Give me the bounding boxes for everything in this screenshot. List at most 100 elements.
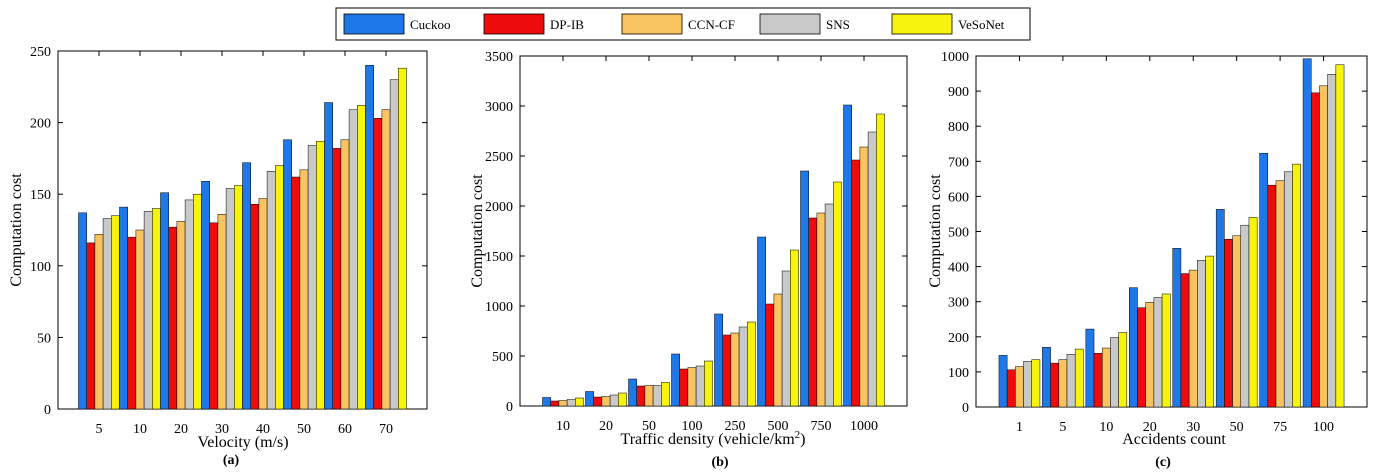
bar-cuckoo-40	[242, 162, 251, 410]
bar-cuckoo-750	[800, 170, 809, 407]
bar-dp-ib-20	[593, 396, 603, 407]
bar-sns-750	[824, 203, 834, 407]
x-tick-label: 250	[725, 419, 746, 434]
bar-sns-100	[1327, 74, 1337, 408]
y-tick-label: 0	[506, 400, 513, 415]
bar-vesonet-5	[1074, 348, 1084, 408]
bar-ccn-cf-75	[1275, 180, 1285, 408]
bar-cuckoo-10	[119, 206, 128, 410]
bar-ccn-cf-30	[1188, 269, 1198, 408]
bar-sns-50	[1240, 224, 1250, 408]
bar-vesonet-5	[111, 215, 120, 410]
bar-vesonet-1000	[876, 113, 885, 407]
bar-ccn-cf-20	[1145, 302, 1155, 408]
bar-ccn-cf-10	[558, 400, 568, 407]
bar-dp-ib-50	[1224, 238, 1233, 408]
y-tick-label: 700	[948, 155, 969, 170]
bar-ccn-cf-500	[773, 293, 783, 407]
x-tick-label: 100	[682, 419, 703, 434]
bar-ccn-cf-100	[1319, 85, 1328, 408]
panel-c: 0 100 200 300 400 500 600 700 800 900 1000 1 5 10 20 30…	[927, 50, 1368, 470]
panel-a: 0 50 100 150 200 250 5 10 20 30 40 50 60 70 Computatio…	[8, 45, 428, 468]
bar-sns-50	[652, 385, 662, 407]
x-tick-label: 50	[1230, 420, 1244, 435]
bar-dp-ib-10	[1093, 353, 1103, 408]
bar-sns-1	[1023, 361, 1032, 408]
y-tick-label: 1000	[485, 300, 513, 315]
bar-sns-50	[307, 145, 317, 410]
legend-swatch-vesonet	[891, 13, 953, 35]
legend-items: Cuckoo DP-IB CCN-CF SNS VeSoNet	[343, 13, 1005, 35]
x-axis-label-text: Accidents count	[1122, 431, 1226, 448]
bar-vesonet-100	[1335, 64, 1345, 408]
bar-sns-500	[781, 270, 791, 407]
bar-vesonet-30	[234, 185, 243, 410]
bar-cuckoo-10	[542, 397, 551, 407]
panel-label: (c)	[1155, 455, 1171, 470]
bar-dp-ib-5	[1050, 362, 1060, 408]
bar-cuckoo-50	[1215, 209, 1225, 408]
bar-dp-ib-10	[127, 236, 137, 410]
x-axis-label: Accidents count	[1122, 431, 1226, 448]
bar-dp-ib-75	[1267, 184, 1277, 408]
legend-swatch-ccn-cf	[621, 13, 683, 35]
legend-label-dp-ib: DP-IB	[550, 17, 584, 32]
bar-dp-ib-500	[765, 303, 775, 407]
bar-vesonet-10	[152, 208, 161, 410]
bar-dp-ib-20	[168, 226, 178, 410]
x-axis-label-text: Velocity (m/s)	[197, 434, 288, 451]
bar-vesonet-250	[747, 321, 756, 407]
bar-vesonet-40	[275, 165, 284, 410]
y-axis-label: Computation cost	[927, 174, 944, 288]
bar-ccn-cf-50	[644, 385, 654, 407]
bar-sns-60	[348, 109, 358, 410]
bar-cuckoo-100	[1302, 58, 1312, 408]
y-tick-label: 900	[948, 85, 969, 100]
y-tick-label: 100	[30, 260, 51, 275]
bar-ccn-cf-5	[1058, 359, 1068, 408]
bar-dp-ib-70	[373, 118, 383, 410]
bar-vesonet-70	[398, 67, 407, 410]
y-tick-label: 250	[30, 45, 51, 60]
y-tick-label: 600	[948, 190, 969, 205]
x-axis-label: Velocity (m/s)	[197, 434, 288, 451]
bar-ccn-cf-1	[1015, 366, 1024, 408]
bar-ccn-cf-750	[816, 212, 826, 407]
bar-cuckoo-30	[201, 181, 210, 410]
x-tick-label: 40	[256, 422, 270, 437]
bar-ccn-cf-10	[1101, 347, 1111, 408]
legend-label-sns: SNS	[826, 17, 850, 32]
bar-sns-30	[225, 188, 235, 410]
x-axis-label-sup: 2	[795, 429, 801, 441]
y-tick-label: 0	[44, 403, 51, 418]
bar-vesonet-60	[357, 105, 366, 410]
y-tick-label: 200	[948, 331, 969, 346]
bar-sns-20	[184, 199, 194, 410]
bar-dp-ib-100	[1311, 92, 1320, 408]
bar-sns-40	[266, 171, 276, 410]
bar-dp-ib-30	[209, 222, 219, 410]
bar-ccn-cf-5	[94, 234, 104, 410]
bar-dp-ib-10	[550, 400, 560, 407]
x-tick-label: 1000	[850, 419, 878, 434]
x-axis-label-text: Traffic density (vehicle/km	[620, 431, 795, 448]
bar-ccn-cf-20	[176, 221, 186, 410]
bar-cuckoo-5	[1042, 347, 1051, 408]
y-tick-label: 2500	[485, 150, 513, 165]
bar-sns-5	[102, 218, 112, 410]
x-tick-label: 75	[1273, 420, 1287, 435]
bar-sns-5	[1066, 354, 1076, 408]
x-tick-label: 60	[338, 422, 352, 437]
legend-swatch-dp-ib	[483, 13, 545, 35]
x-tick-label: 20	[1143, 420, 1157, 435]
bar-vesonet-100	[704, 360, 713, 407]
bar-ccn-cf-70	[381, 109, 391, 410]
bar-cuckoo-20	[1129, 287, 1138, 408]
y-axis-label: Computation cost	[469, 174, 486, 288]
y-tick-label: 100	[948, 366, 969, 381]
bar-sns-75	[1283, 171, 1293, 408]
bar-vesonet-50	[316, 140, 325, 410]
y-tick-label: 300	[948, 296, 969, 311]
bar-ccn-cf-40	[258, 198, 268, 410]
